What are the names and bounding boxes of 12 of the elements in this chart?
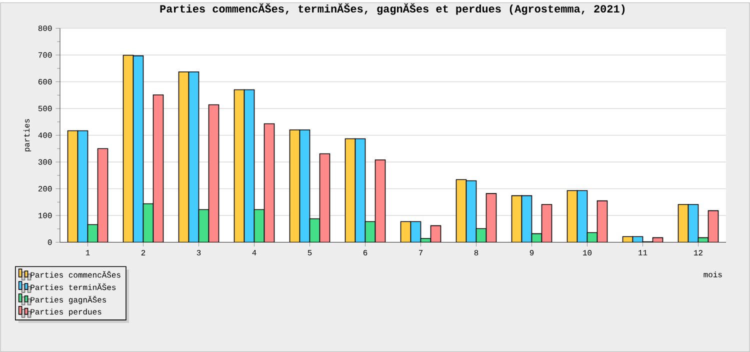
bar [678,204,689,242]
bar [511,195,522,242]
bar [344,138,356,242]
bar [566,190,578,242]
bar [289,129,300,242]
bar [234,89,245,242]
bar [67,130,78,242]
bar [400,221,412,242]
bar [122,54,134,242]
bar [456,179,467,242]
chart-title: Parties commencĂŠes, terminĂŠes, gagnĂŠes et perdues (Agrostemma, 2021) [160,3,625,15]
bar [178,71,190,242]
